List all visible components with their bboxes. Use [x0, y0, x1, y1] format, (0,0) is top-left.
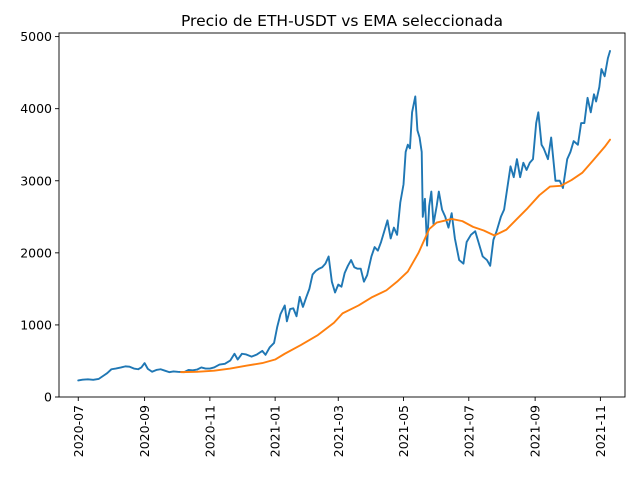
x-tick-label: 2020-07 [71, 405, 86, 457]
y-tick-label: 4000 [20, 101, 52, 116]
x-tick-label: 2021-01 [268, 405, 283, 457]
y-tick-label: 1000 [20, 317, 52, 332]
y-tick-label: 2000 [20, 245, 52, 260]
series-line-1 [180, 138, 611, 374]
series-layer [77, 50, 611, 382]
x-tick-label: 2021-05 [396, 405, 411, 457]
x-tick-label: 2020-11 [202, 405, 217, 457]
x-tick-label: 2021-09 [528, 405, 543, 457]
plot-frame [58, 32, 626, 398]
series-line-0 [77, 50, 611, 382]
x-tick-label: 2021-11 [593, 405, 608, 457]
y-tick-label: 0 [44, 390, 52, 405]
axes-layer: 0 1000 2000 3000 4000 5000 2020-07 2020-09 2020-… [20, 29, 626, 457]
x-tick-label: 2021-07 [461, 405, 476, 457]
x-tick-label: 2021-03 [331, 405, 346, 457]
y-tick-label: 5000 [20, 29, 52, 44]
y-tick-label: 3000 [20, 173, 52, 188]
chart-title: Precio de ETH-USDT vs EMA seleccionada [181, 12, 503, 30]
x-tick-label: 2020-09 [137, 405, 152, 457]
